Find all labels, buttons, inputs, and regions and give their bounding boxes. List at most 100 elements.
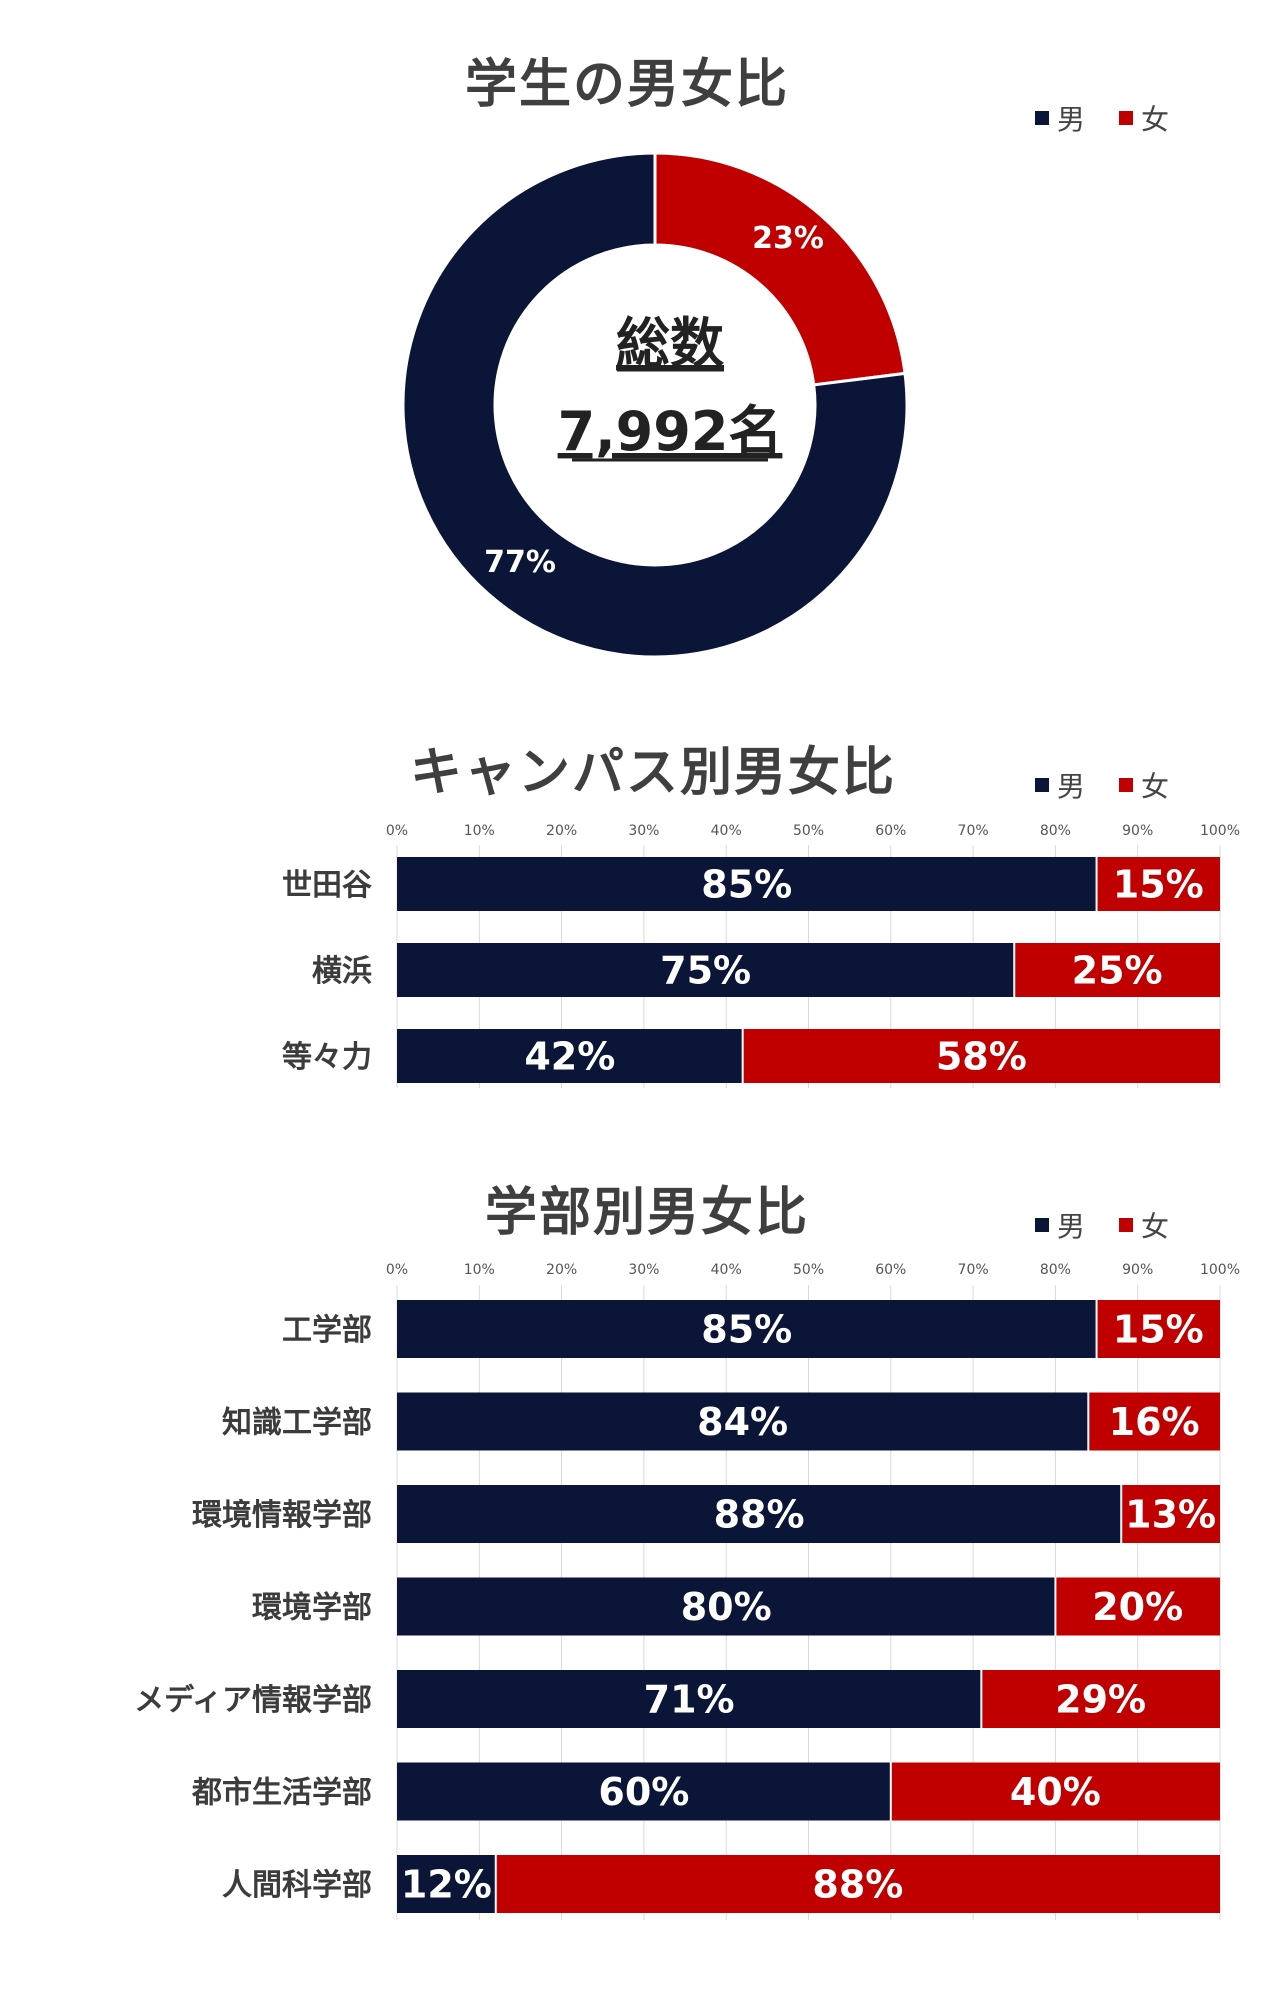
bar-segment-female [1096, 1300, 1220, 1358]
category-label: 横浜 [312, 954, 372, 989]
bar-label-female: 20% [1092, 1585, 1183, 1629]
legend-item-male: 男 [1035, 98, 1085, 138]
faculty-legend: 男 女 [1035, 1205, 1169, 1245]
category-label: メディア情報学部 [134, 1683, 372, 1718]
x-tick-label: 70% [958, 1262, 989, 1278]
donut-label-male: 77% [484, 545, 556, 580]
x-tick-label: 80% [1040, 1262, 1071, 1278]
legend-label-female: 女 [1141, 1210, 1170, 1243]
faculty-bar-chart: 0% 10% 20% 30% 40% 50% 60% 70% 80% 90% 100% 工学部 85% 1… [134, 1262, 1240, 1920]
bar-segment-male [397, 857, 1097, 911]
bar-segment-male [397, 1300, 1097, 1358]
bar-segment-male [397, 1670, 982, 1728]
bar-label-male: 42% [524, 1035, 615, 1079]
bar-label-female: 16% [1109, 1400, 1200, 1444]
bar-label-male: 85% [701, 1308, 792, 1352]
x-tick-label: 100% [1200, 1262, 1240, 1278]
legend-label-male: 男 [1057, 1210, 1086, 1243]
x-tick-label: 100% [1200, 823, 1240, 839]
bar-segment-male [397, 943, 1015, 997]
category-label: 人間科学部 [222, 1868, 372, 1903]
bar-segment-female [981, 1670, 1220, 1728]
x-tick-label: 0% [386, 823, 408, 839]
bar-label-female: 15% [1113, 863, 1204, 907]
legend-label-male: 男 [1057, 770, 1086, 803]
bar-segment-female [890, 1762, 1220, 1821]
bar-label-male: 88% [714, 1493, 805, 1537]
campus-chart-title: キャンパス別男女比 [410, 743, 897, 803]
x-tick-label: 30% [628, 823, 659, 839]
legend-item-male: 男 [1035, 1205, 1085, 1245]
category-label: 都市生活学部 [191, 1775, 372, 1810]
category-label: 等々力 [282, 1040, 372, 1075]
faculty-chart-title: 学部別男女比 [485, 1183, 810, 1243]
bar-segment-male [397, 1577, 1056, 1636]
category-label: 環境学部 [252, 1590, 372, 1625]
bar-segment-male [397, 1855, 496, 1913]
bar-segment-female [742, 1029, 1220, 1083]
donut-center-title: 総数 [616, 312, 724, 375]
legend-item-female: 女 [1119, 98, 1169, 138]
legend-item-female: 女 [1119, 765, 1169, 805]
bar-label-female: 15% [1113, 1308, 1204, 1352]
legend-item-male: 男 [1035, 765, 1085, 805]
donut-chart-title: 学生の男女比 [465, 55, 790, 115]
x-tick-label: 80% [1040, 823, 1071, 839]
bar-segment-female [1014, 943, 1220, 997]
x-tick-label: 90% [1122, 1262, 1153, 1278]
x-tick-label: 40% [711, 823, 742, 839]
x-tick-label: 50% [793, 823, 824, 839]
bar-label-female: 40% [1010, 1770, 1101, 1814]
legend-swatch-female [1119, 111, 1134, 125]
bar-label-male: 85% [701, 863, 792, 907]
x-tick-label: 10% [464, 1262, 495, 1278]
bar-segment-female [495, 1855, 1220, 1913]
bar-label-male: 60% [598, 1770, 689, 1814]
category-label: 知識工学部 [222, 1405, 372, 1440]
bar-label-female: 88% [812, 1863, 903, 1907]
legend-label-male: 男 [1057, 103, 1086, 136]
bar-segment-female [1096, 857, 1220, 911]
bar-label-female: 58% [936, 1035, 1027, 1079]
legend-swatch-female [1119, 778, 1134, 792]
legend-swatch-male [1035, 1218, 1049, 1232]
donut-chart: 23% 77% [401, 151, 909, 659]
category-label: 世田谷 [282, 868, 372, 903]
legend-swatch-male [1035, 111, 1049, 125]
legend-swatch-male [1035, 778, 1049, 792]
x-tick-label: 60% [875, 1262, 906, 1278]
bar-segment-male [397, 1485, 1122, 1543]
x-tick-label: 20% [546, 1262, 577, 1278]
bar-segment-female [1088, 1392, 1220, 1451]
donut-slice-female [653, 151, 907, 387]
bar-segment-male [397, 1762, 891, 1821]
bar-label-female: 13% [1125, 1493, 1216, 1537]
bar-label-male: 75% [660, 949, 751, 993]
x-tick-label: 30% [628, 1262, 659, 1278]
bar-segment-male [397, 1392, 1089, 1451]
legend-swatch-female [1119, 1218, 1134, 1232]
x-tick-label: 70% [958, 823, 989, 839]
legend-item-female: 女 [1119, 1205, 1169, 1245]
bar-label-male: 80% [681, 1585, 772, 1629]
legend-label-female: 女 [1141, 770, 1170, 803]
bar-label-female: 25% [1072, 949, 1163, 993]
x-tick-label: 10% [464, 823, 495, 839]
bar-label-female: 29% [1055, 1678, 1146, 1722]
campus-bar-chart: 0% 10% 20% 30% 40% 50% 60% 70% 80% 90% 100% 世田谷 85% 1… [282, 823, 1240, 1088]
x-tick-label: 20% [546, 823, 577, 839]
donut-label-female: 23% [752, 221, 824, 256]
x-tick-label: 0% [386, 1262, 408, 1278]
x-tick-label: 40% [711, 1262, 742, 1278]
bar-segment-female [1121, 1485, 1220, 1543]
bar-label-male: 12% [401, 1863, 492, 1907]
x-tick-label: 90% [1122, 823, 1153, 839]
donut-legend: 男 女 [1035, 98, 1169, 138]
category-label: 工学部 [282, 1313, 372, 1348]
bar-label-male: 84% [697, 1400, 788, 1444]
x-tick-label: 50% [793, 1262, 824, 1278]
category-label: 環境情報学部 [192, 1498, 372, 1533]
bar-segment-female [1055, 1577, 1220, 1636]
bar-segment-male [397, 1029, 743, 1083]
